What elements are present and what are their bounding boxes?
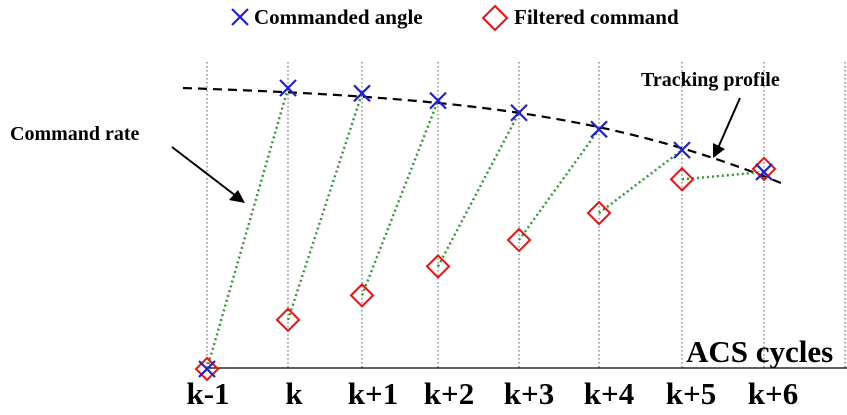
filtered-command-marker — [669, 166, 695, 192]
command-rate-segment — [518, 128, 600, 241]
commanded-angle-legend-marker — [231, 8, 249, 26]
filtered-command-marker — [275, 307, 301, 333]
command-rate-segment — [286, 92, 364, 321]
commanded-angle-marker — [590, 120, 608, 139]
command-rate-segment — [436, 112, 521, 267]
commanded-angle-marker — [198, 360, 216, 378]
command-rate-segment — [598, 149, 683, 215]
cycle-tick-label: k+6 — [748, 376, 798, 411]
commanded-angle-marker — [510, 103, 528, 122]
command-rate-segment — [205, 87, 290, 370]
legend: Commanded angle Filtered command — [231, 4, 679, 32]
filtered-command-marker — [586, 200, 612, 226]
cycle-tick-label: k — [285, 376, 303, 411]
commanded-angle-marker — [673, 141, 691, 159]
tracking-profile-arrow — [713, 97, 741, 158]
filtered-command-marker — [425, 254, 451, 279]
acs-cycles-axis-title: ACS cycles — [686, 334, 833, 369]
command-rate-segment — [681, 170, 765, 181]
cycle-tick-label: k+3 — [504, 376, 554, 411]
cycle-gridlines — [206, 62, 846, 368]
commanded-angle-legend-label: Commanded angle — [254, 5, 423, 29]
filtered-command-marker — [194, 356, 220, 382]
commanded-angle-marker — [429, 91, 447, 110]
command-rate-label: Command rate — [10, 123, 140, 145]
filtered-command-legend-label: Filtered command — [514, 5, 679, 29]
commanded-angle-marker — [279, 79, 297, 97]
cycle-tick-label: k+4 — [584, 376, 634, 411]
cycle-tick-label: k+2 — [424, 376, 474, 411]
cycle-tick-labels: k-1 k k+1 k+2 k+3 k+4 k+5 k+6 — [186, 376, 798, 411]
command-rate-arrow — [171, 146, 245, 203]
cycle-tick-label: k+5 — [666, 376, 716, 411]
filtered-command-legend-marker — [481, 4, 509, 32]
cycle-tick-label: k+1 — [348, 376, 398, 411]
tracking-profile-label: Tracking profile — [641, 69, 780, 91]
commanded-angle-marker — [353, 84, 371, 103]
command-rate-lines — [205, 87, 765, 370]
cycle-tick-label: k-1 — [186, 376, 229, 411]
commanded-angle-marker — [755, 163, 773, 181]
filtered-command-marker — [349, 282, 375, 308]
commanded-angle-markers — [198, 79, 773, 378]
filtered-command-marker — [506, 227, 532, 253]
